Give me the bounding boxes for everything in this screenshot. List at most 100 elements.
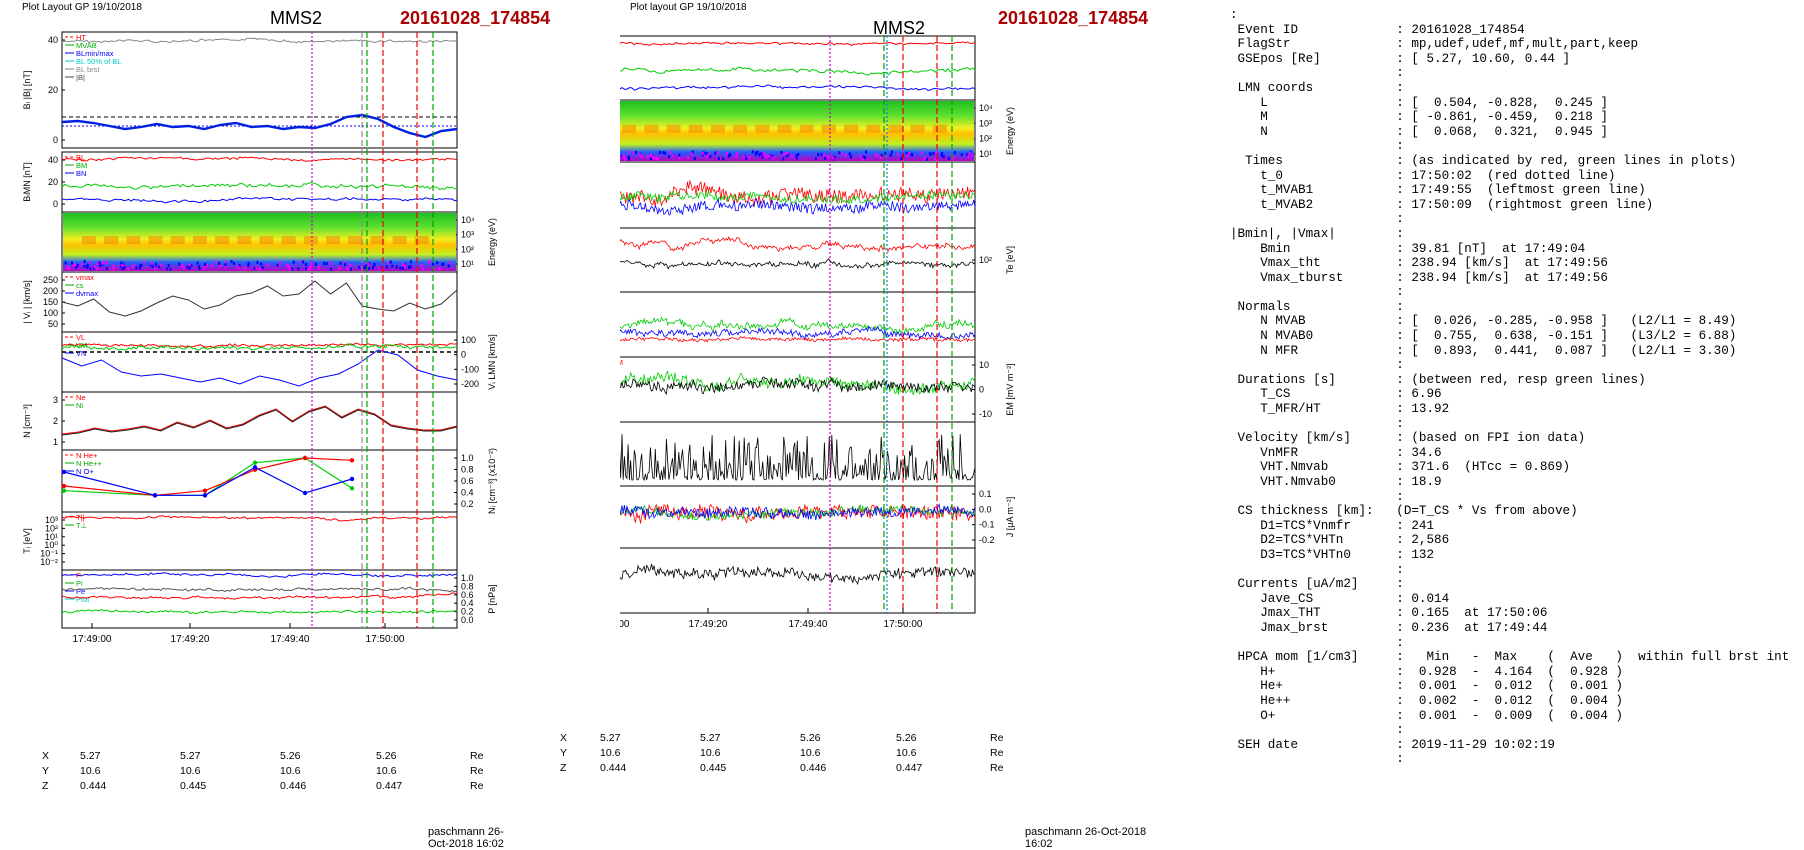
spectrogram-pixel bbox=[170, 236, 185, 244]
series-line bbox=[620, 179, 976, 208]
y-tick-label: 1.0 bbox=[461, 453, 474, 463]
panel-frame bbox=[61, 31, 458, 149]
spectrogram-pixel bbox=[905, 151, 908, 155]
y-tick-label: 100 bbox=[43, 308, 58, 318]
y-tick-label: 10⁴ bbox=[461, 215, 475, 225]
y-axis-label: Vᵢ LMN [km/s] bbox=[487, 334, 497, 389]
info-line: O+ : 0.001 - 0.009 ( 0.004 ) bbox=[1230, 708, 1623, 723]
coord-value: 5.26 bbox=[376, 750, 397, 762]
spectrogram-pixel bbox=[432, 267, 435, 271]
legend-entry: BL 50% of BL bbox=[76, 57, 122, 66]
spectrogram-pixel bbox=[952, 156, 955, 160]
spectrogram-pixel bbox=[826, 155, 829, 159]
spectrogram-pixel bbox=[632, 151, 635, 155]
spectrogram-pixel bbox=[785, 154, 788, 158]
left-footer: paschmann 26-Oct-2018 16:02 bbox=[428, 826, 504, 850]
spectrogram-pixel bbox=[101, 261, 104, 265]
info-line: : bbox=[1230, 285, 1404, 300]
info-line: Durations [s] : (between red, resp green… bbox=[1230, 372, 1646, 387]
data-point bbox=[202, 488, 208, 493]
spectrogram-pixel bbox=[196, 261, 199, 265]
spectrogram-pixel bbox=[389, 260, 392, 264]
spectrogram-pixel bbox=[628, 157, 631, 161]
spectrogram-pixel bbox=[247, 263, 250, 267]
legend-entry: BL bbox=[76, 153, 85, 162]
info-line: D2=TCS*VHTn : 2,586 bbox=[1230, 533, 1450, 548]
spectrogram-pixel bbox=[68, 266, 71, 270]
info-line: N MVAB0 : [ 0.755, 0.638, -0.151 ] (L3/L… bbox=[1230, 329, 1737, 344]
spectrogram-pixel bbox=[678, 156, 681, 160]
spectrogram-pixel bbox=[646, 154, 649, 158]
coord-value: 10.6 bbox=[800, 747, 821, 759]
spectrogram-pixel bbox=[663, 151, 666, 155]
info-line: SEH date : 2019-11-29 10:02:19 bbox=[1230, 737, 1555, 752]
y-tick-label: 10² bbox=[461, 244, 474, 254]
coord-value: 0.444 bbox=[600, 762, 627, 774]
middle-panel-2: 10⁴ 10³ 10² 10¹ Energy (eV) bbox=[620, 99, 1015, 163]
y-tick-label: 0.8 bbox=[461, 581, 474, 591]
info-line: Jmax_THT : 0.165 at 17:50:06 bbox=[1230, 606, 1548, 621]
spectrogram-pixel bbox=[449, 261, 452, 265]
spectrogram-pixel bbox=[786, 151, 789, 155]
spectrogram-pixel bbox=[960, 153, 963, 157]
info-line: N : [ 0.068, 0.321, 0.945 ] bbox=[1230, 124, 1608, 139]
legend-entry: VN bbox=[76, 349, 86, 358]
spectrogram-pixel bbox=[879, 155, 882, 159]
spectrogram-pixel bbox=[885, 154, 888, 158]
spectrogram-pixel bbox=[73, 263, 76, 267]
legend-entry: BN bbox=[76, 169, 86, 178]
spectrogram-pixel bbox=[288, 267, 291, 271]
legend-entry: Pe bbox=[76, 587, 85, 596]
panel-frame bbox=[620, 227, 976, 293]
spectrogram-pixel bbox=[727, 154, 730, 158]
y-axis-label: Bₗ |B| [nT] bbox=[22, 71, 32, 110]
spectrogram-pixel bbox=[126, 236, 141, 244]
info-line: Currents [uA/m2] : bbox=[1230, 577, 1404, 592]
spectrogram-pixel bbox=[644, 124, 659, 133]
y-tick-label: 10¹ bbox=[461, 259, 474, 269]
middle-header: Plot layout GP 19/10/2018 bbox=[630, 2, 747, 13]
y-tick-label: 10³ bbox=[45, 515, 58, 525]
data-point bbox=[349, 476, 355, 482]
spectrogram-pixel bbox=[924, 157, 927, 161]
data-point bbox=[252, 465, 258, 470]
series-line bbox=[63, 457, 353, 496]
info-line: : bbox=[1230, 8, 1238, 22]
spectrogram-pixel bbox=[75, 265, 78, 269]
spectrogram-pixel bbox=[848, 152, 851, 156]
panel-frame bbox=[620, 547, 976, 614]
y-tick-label: 100 bbox=[461, 335, 476, 345]
spectrogram-pixel bbox=[717, 150, 720, 154]
spectrogram-pixel bbox=[378, 266, 381, 270]
spectrogram-pixel bbox=[407, 265, 410, 269]
y-tick-label: 0 bbox=[53, 135, 58, 145]
spectrogram-pixel bbox=[348, 236, 363, 244]
spectrogram-pixel bbox=[735, 155, 738, 159]
info-line: T_MFR/HT : 13.92 bbox=[1230, 402, 1450, 417]
series-line bbox=[61, 343, 458, 351]
spectrogram-pixel bbox=[326, 236, 341, 244]
spectrogram-pixel bbox=[932, 151, 935, 155]
y-tick-label: 1 bbox=[53, 437, 58, 447]
coord-value: 5.27 bbox=[180, 750, 201, 762]
spectrogram-pixel bbox=[941, 152, 944, 156]
coord-value: 10.6 bbox=[80, 765, 101, 777]
panel-frame bbox=[61, 511, 458, 571]
spectrogram-pixel bbox=[314, 262, 317, 266]
data-point bbox=[61, 469, 67, 475]
spectrogram-pixel bbox=[64, 261, 67, 265]
data-point bbox=[302, 490, 308, 496]
coord-unit: Re bbox=[990, 747, 1004, 759]
spectrogram-pixel bbox=[391, 264, 394, 268]
spectrogram-pixel bbox=[165, 267, 168, 271]
coord-value: 0.445 bbox=[180, 780, 207, 792]
info-line: D1=TCS*Vnmfr : 241 bbox=[1230, 518, 1435, 533]
middle-plot: Plot layout GP 19/10/2018 MMS2 20161028_… bbox=[560, 0, 1160, 850]
spectrogram-pixel bbox=[287, 264, 290, 268]
info-line: M : [ -0.861, -0.459, 0.218 ] bbox=[1230, 110, 1608, 125]
spectrogram-pixel bbox=[687, 156, 690, 160]
spectrogram-pixel bbox=[755, 151, 758, 155]
y-tick-label: 250 bbox=[43, 275, 58, 285]
data-point bbox=[152, 493, 158, 498]
